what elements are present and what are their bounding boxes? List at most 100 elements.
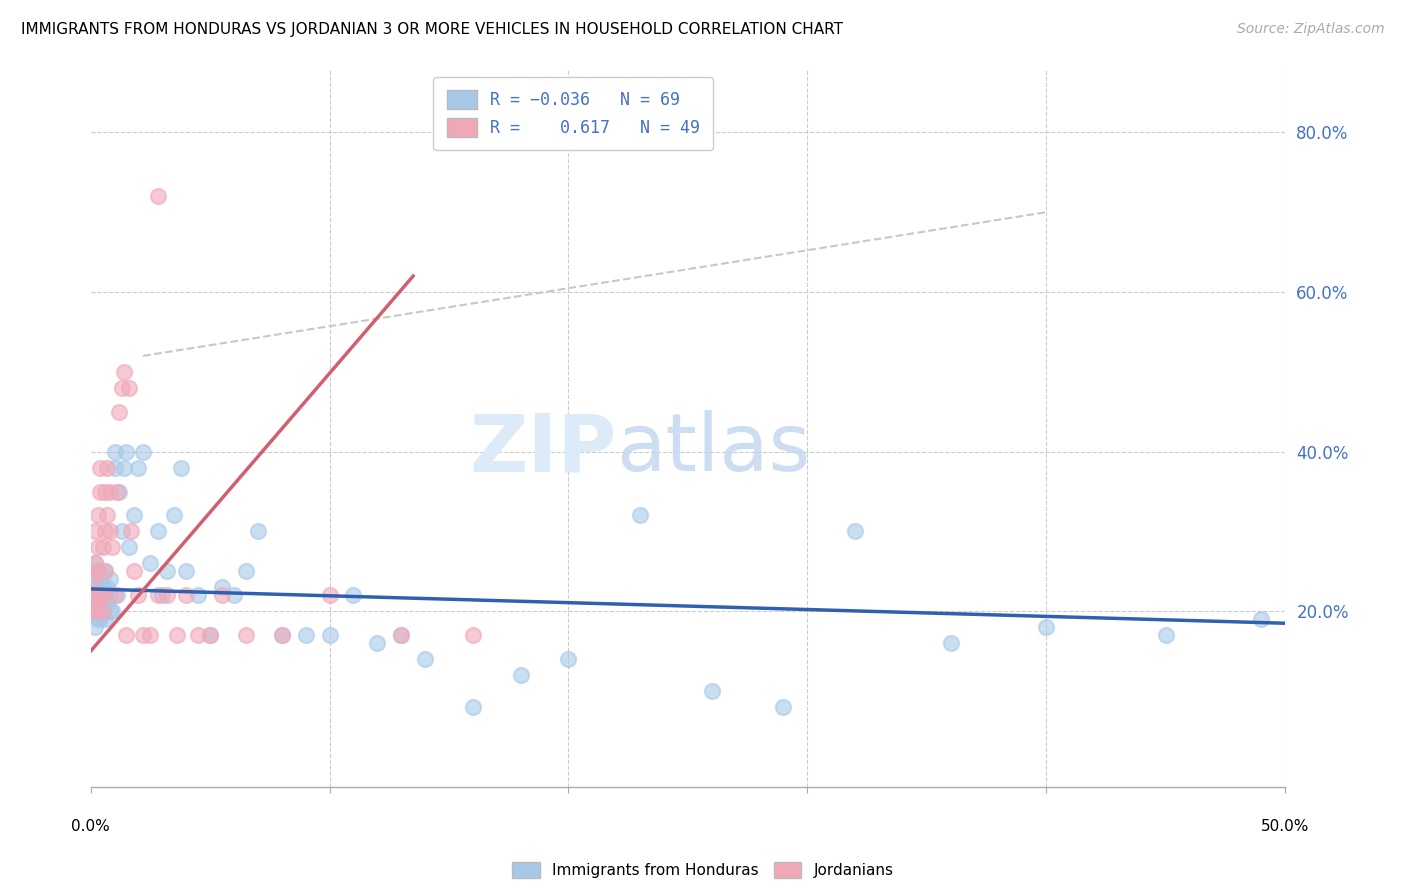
Point (366, 636, 388, 650)
Point (89, 484, 111, 499)
Point (84, 588, 107, 602)
Point (115, 444, 138, 458)
Point (87, 565, 110, 579)
Point (1250, 612, 1272, 626)
Point (111, 524, 134, 539)
Point (111, 381, 134, 395)
Text: Source: ZipAtlas.com: Source: ZipAtlas.com (1237, 22, 1385, 37)
Point (98, 572, 121, 586)
Point (84, 596, 107, 610)
Point (413, 652, 436, 666)
Point (700, 684, 723, 698)
Point (94, 565, 117, 579)
Text: ZIP: ZIP (470, 410, 616, 488)
Point (557, 652, 579, 666)
Point (96, 508, 118, 523)
Point (98, 524, 121, 539)
Point (1154, 628, 1177, 642)
Point (163, 508, 186, 523)
Point (127, 588, 149, 602)
Point (270, 628, 292, 642)
Point (156, 565, 179, 579)
Point (318, 628, 340, 642)
Point (87, 580, 110, 594)
Point (139, 557, 162, 571)
Point (222, 588, 245, 602)
Point (96, 580, 118, 594)
Point (187, 588, 209, 602)
Point (122, 508, 145, 523)
Point (170, 460, 193, 475)
Point (94, 524, 117, 539)
Point (844, 524, 866, 539)
Text: atlas: atlas (616, 410, 811, 488)
Point (94, 612, 117, 626)
Point (270, 628, 292, 642)
Point (87, 604, 110, 618)
Point (96, 596, 118, 610)
Point (98, 604, 121, 618)
Point (94, 565, 117, 579)
Point (84, 596, 107, 610)
Point (103, 588, 125, 602)
Point (91, 604, 114, 618)
Point (108, 405, 131, 419)
Point (174, 565, 197, 579)
Point (91, 580, 114, 594)
Point (82, 604, 104, 618)
Point (198, 628, 221, 642)
Point (89, 596, 111, 610)
Legend: R = −0.036   N = 69, R =    0.617   N = 49: R = −0.036 N = 69, R = 0.617 N = 49 (433, 77, 713, 151)
Point (89, 612, 111, 626)
Point (198, 628, 221, 642)
Point (939, 636, 962, 650)
Point (294, 628, 316, 642)
Point (120, 524, 142, 539)
Point (103, 460, 125, 475)
Point (105, 588, 128, 602)
Point (84, 557, 107, 571)
Point (84, 620, 107, 634)
Point (105, 484, 128, 499)
Point (98, 588, 121, 602)
Point (101, 604, 124, 618)
Point (461, 700, 484, 714)
Point (166, 628, 188, 642)
Text: 0.0%: 0.0% (72, 819, 110, 834)
Point (112, 460, 135, 475)
Text: 50.0%: 50.0% (1261, 819, 1309, 834)
Point (84, 557, 107, 571)
Point (82, 572, 104, 586)
Point (103, 444, 125, 458)
Point (122, 565, 145, 579)
Point (94, 588, 117, 602)
Point (112, 365, 135, 379)
Point (146, 588, 169, 602)
Point (118, 381, 141, 395)
Point (389, 628, 412, 642)
Point (146, 189, 169, 203)
Point (87, 565, 110, 579)
Point (132, 444, 155, 458)
Point (187, 628, 209, 642)
Point (461, 628, 484, 642)
Point (91, 596, 114, 610)
Point (84, 588, 107, 602)
Point (174, 588, 197, 602)
Point (118, 541, 141, 555)
Point (509, 668, 531, 682)
Point (89, 588, 111, 602)
Point (211, 580, 233, 594)
Point (89, 588, 111, 602)
Point (82, 572, 104, 586)
Point (127, 460, 149, 475)
Point (211, 588, 233, 602)
Point (146, 524, 169, 539)
Point (87, 612, 110, 626)
Point (235, 628, 257, 642)
Point (84, 524, 107, 539)
Point (139, 628, 162, 642)
Point (98, 484, 121, 499)
Point (89, 572, 111, 586)
Text: IMMIGRANTS FROM HONDURAS VS JORDANIAN 3 OR MORE VEHICLES IN HOUSEHOLD CORRELATIO: IMMIGRANTS FROM HONDURAS VS JORDANIAN 3 … (21, 22, 844, 37)
